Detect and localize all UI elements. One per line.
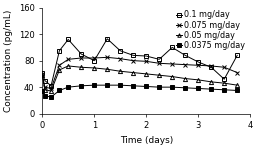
0.05 mg/day	[132, 72, 135, 73]
0.05 mg/day	[93, 67, 96, 69]
0.1 mg/day	[132, 55, 135, 56]
0.05 mg/day	[171, 76, 174, 77]
Line: 0.05 mg/day: 0.05 mg/day	[40, 64, 239, 93]
0.05 mg/day	[210, 81, 213, 83]
Y-axis label: Concentration (pg/mL): Concentration (pg/mL)	[4, 10, 13, 112]
0.075 mg/day	[50, 88, 53, 89]
0.05 mg/day	[67, 65, 70, 67]
0.1 mg/day	[80, 53, 83, 55]
0.05 mg/day	[145, 73, 148, 75]
0.0375 mg/day	[236, 90, 239, 91]
0.0375 mg/day	[50, 96, 53, 98]
0.0375 mg/day	[58, 90, 61, 91]
0.0375 mg/day	[158, 86, 161, 88]
0.075 mg/day	[93, 57, 96, 59]
Legend: 0.1 mg/day, 0.075 mg/day, 0.05 mg/day, 0.0375 mg/day: 0.1 mg/day, 0.075 mg/day, 0.05 mg/day, 0…	[175, 10, 246, 51]
0.075 mg/day	[184, 64, 187, 66]
0.075 mg/day	[43, 86, 46, 88]
0.075 mg/day	[223, 66, 226, 68]
0.075 mg/day	[145, 60, 148, 62]
0.1 mg/day	[236, 55, 239, 56]
0.0375 mg/day	[41, 90, 44, 92]
0.0375 mg/day	[184, 87, 187, 89]
X-axis label: Time (days): Time (days)	[120, 136, 173, 145]
0.075 mg/day	[236, 72, 239, 73]
0.1 mg/day	[119, 50, 122, 52]
0.1 mg/day	[93, 60, 96, 62]
0.05 mg/day	[158, 74, 161, 76]
0.1 mg/day	[197, 61, 200, 63]
0.0375 mg/day	[171, 86, 174, 88]
0.05 mg/day	[58, 69, 61, 71]
0.0375 mg/day	[43, 95, 46, 97]
0.075 mg/day	[210, 65, 213, 67]
0.1 mg/day	[210, 66, 213, 68]
0.075 mg/day	[106, 56, 109, 58]
0.05 mg/day	[50, 90, 53, 92]
0.0375 mg/day	[119, 84, 122, 86]
0.075 mg/day	[119, 58, 122, 60]
0.0375 mg/day	[80, 85, 83, 87]
Line: 0.1 mg/day: 0.1 mg/day	[40, 37, 239, 88]
0.05 mg/day	[41, 74, 44, 76]
Line: 0.075 mg/day: 0.075 mg/day	[40, 55, 239, 91]
0.1 mg/day	[58, 50, 61, 52]
0.075 mg/day	[58, 64, 61, 66]
0.1 mg/day	[158, 58, 161, 60]
0.1 mg/day	[41, 72, 44, 73]
0.1 mg/day	[50, 85, 53, 87]
0.0375 mg/day	[197, 88, 200, 89]
0.1 mg/day	[67, 39, 70, 40]
0.075 mg/day	[67, 58, 70, 60]
0.05 mg/day	[223, 82, 226, 84]
0.05 mg/day	[106, 68, 109, 70]
0.075 mg/day	[80, 57, 83, 59]
0.0375 mg/day	[145, 86, 148, 87]
0.05 mg/day	[236, 84, 239, 86]
Line: 0.0375 mg/day: 0.0375 mg/day	[40, 83, 239, 99]
0.0375 mg/day	[223, 89, 226, 91]
0.05 mg/day	[119, 70, 122, 72]
0.0375 mg/day	[106, 84, 109, 86]
0.05 mg/day	[43, 89, 46, 91]
0.075 mg/day	[132, 60, 135, 62]
0.0375 mg/day	[132, 85, 135, 87]
0.1 mg/day	[184, 55, 187, 56]
0.075 mg/day	[41, 73, 44, 75]
0.1 mg/day	[106, 38, 109, 40]
0.075 mg/day	[171, 63, 174, 65]
0.05 mg/day	[184, 78, 187, 79]
0.1 mg/day	[43, 80, 46, 81]
0.05 mg/day	[80, 66, 83, 68]
0.075 mg/day	[197, 64, 200, 66]
0.075 mg/day	[158, 62, 161, 64]
0.0375 mg/day	[67, 86, 70, 88]
0.0375 mg/day	[210, 88, 213, 90]
0.1 mg/day	[145, 55, 148, 57]
0.1 mg/day	[223, 78, 226, 80]
0.0375 mg/day	[93, 84, 96, 86]
0.1 mg/day	[171, 46, 174, 48]
0.05 mg/day	[197, 79, 200, 81]
